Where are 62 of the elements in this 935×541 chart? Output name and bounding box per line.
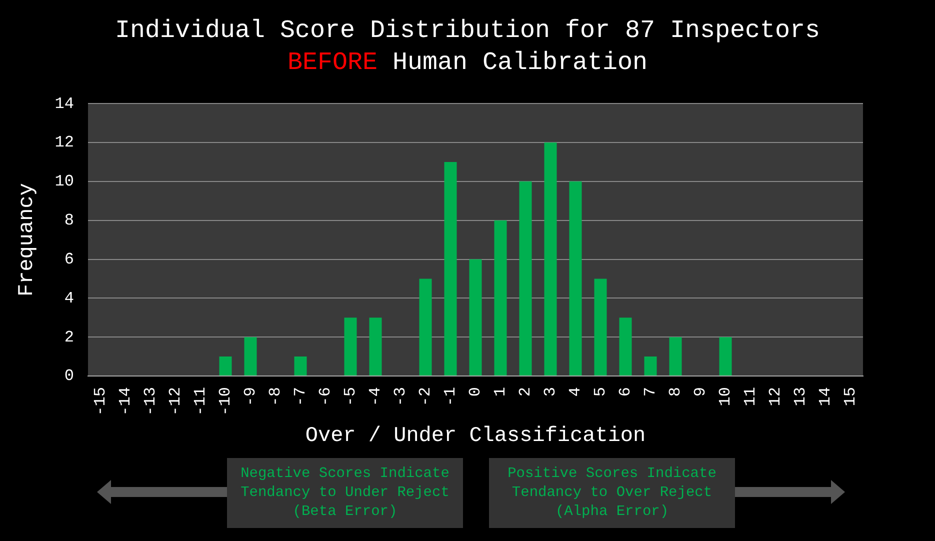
bar — [419, 278, 432, 376]
y-tick-label: 14 — [54, 94, 74, 113]
x-tick-label: 3 — [542, 386, 560, 397]
x-tick-label: 0 — [466, 386, 485, 397]
x-tick-label: -9 — [242, 386, 260, 406]
bar — [544, 142, 557, 376]
y-axis-title: Frequancy — [16, 183, 40, 297]
x-tick-label: 8 — [666, 386, 685, 397]
x-tick-label: -4 — [366, 386, 385, 406]
x-tick-label: -6 — [316, 386, 335, 406]
x-tick-label: -3 — [392, 386, 410, 406]
x-tick-label: 12 — [766, 386, 785, 406]
bar — [569, 181, 582, 376]
bar — [344, 318, 357, 376]
x-tick-label: 2 — [516, 386, 535, 397]
bar — [644, 356, 657, 376]
bar — [219, 356, 232, 376]
chart-subtitle: BEFORE Human Calibration — [287, 48, 648, 77]
x-tick-label: 4 — [566, 386, 585, 397]
x-tick-label: -15 — [92, 386, 110, 416]
chart-title: Individual Score Distribution for 87 Inspectors — [114, 16, 822, 45]
x-tick-label: 6 — [616, 386, 635, 397]
bar — [719, 337, 732, 376]
x-tick-label: 5 — [592, 386, 610, 397]
bar — [594, 278, 607, 376]
x-tick-label: -11 — [192, 386, 210, 416]
x-axis-title: Over / Under Classification — [305, 424, 646, 448]
bar — [494, 220, 507, 376]
bar — [444, 162, 457, 376]
x-tick-label: 10 — [716, 386, 735, 406]
bar — [369, 318, 382, 376]
bar — [619, 318, 632, 376]
x-tick-label: -10 — [216, 386, 235, 416]
bar — [244, 337, 257, 376]
x-tick-label: 11 — [742, 386, 760, 406]
text: Positive Scores Indicate Tendancy to Over Reject (Alpha Error) — [489, 458, 735, 528]
text: Negative Scores Indicate Tendancy to Under Reject (Beta Error) — [227, 458, 463, 528]
y-tick-label: 2 — [64, 328, 74, 346]
y-tick-label: 0 — [64, 367, 74, 386]
bar — [519, 181, 532, 376]
y-tick-label: 12 — [54, 134, 74, 152]
x-tick-label: -7 — [292, 386, 310, 406]
x-tick-label: 9 — [692, 386, 710, 397]
bar — [469, 259, 482, 376]
bar — [294, 356, 307, 376]
y-tick-label: 10 — [54, 172, 74, 191]
x-tick-label: 13 — [792, 386, 810, 406]
x-tick-label: -1 — [442, 386, 460, 406]
y-tick-label: 4 — [64, 289, 74, 308]
x-tick-label: -13 — [142, 386, 160, 416]
x-tick-label: 7 — [642, 386, 660, 397]
x-tick-label: 15 — [842, 386, 860, 406]
x-tick-label: -8 — [266, 386, 285, 406]
bar — [669, 337, 682, 376]
x-tick-label: -2 — [416, 386, 435, 406]
x-tick-label: -12 — [166, 386, 185, 416]
x-tick-label: 14 — [816, 386, 835, 406]
x-tick-label: -5 — [342, 386, 360, 406]
y-tick-label: 8 — [64, 212, 74, 230]
x-tick-label: -14 — [116, 386, 135, 416]
x-tick-label: 1 — [492, 386, 510, 397]
y-tick-label: 6 — [64, 250, 74, 268]
